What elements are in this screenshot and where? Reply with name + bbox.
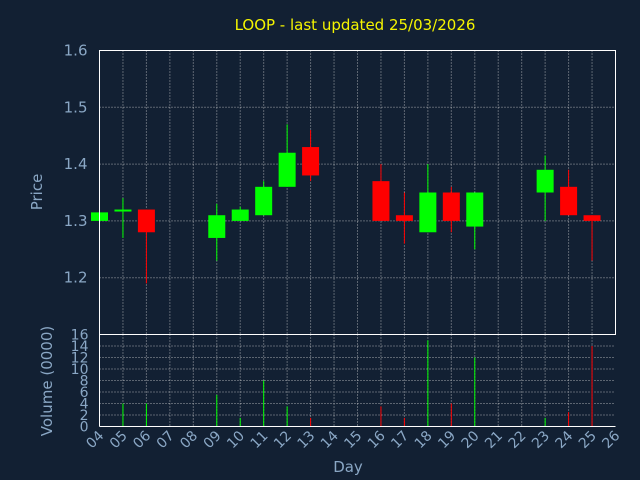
volume-tick-label: 10 (71, 362, 89, 378)
candle-body (208, 215, 226, 238)
x-tick-label: 11 (248, 428, 272, 452)
price-axis-label: Price (28, 174, 46, 211)
x-tick-label: 20 (459, 428, 483, 452)
x-tick-labels: 04 05 06 07 08 09 10 11 12 13 14 15 16 17 18 19 20 21 22 23… (83, 428, 623, 452)
volume-tick-label: 0 (80, 420, 89, 436)
volume-tick-label: 8 (80, 374, 89, 390)
chart-title: LOOP - last updated 25/03/2026 (235, 16, 476, 34)
price-tick-labels: 1.2 1.3 1.4 1.5 1.6 (64, 42, 88, 287)
x-tick-label: 05 (107, 428, 131, 452)
candle-body (536, 169, 554, 193)
x-tick-label: 24 (552, 428, 576, 452)
volume-gridlines (99, 334, 616, 427)
candle-body (114, 209, 132, 212)
x-tick-label: 19 (435, 428, 459, 452)
x-axis-label: Day (333, 458, 363, 476)
price-tick-label: 1.4 (64, 155, 88, 173)
price-tick-label: 1.2 (64, 269, 88, 287)
candle-body (560, 186, 578, 216)
x-tick-label: 12 (271, 428, 295, 452)
x-tick-label: 06 (130, 428, 154, 452)
candle-body (583, 215, 601, 221)
candle-body (442, 192, 460, 221)
x-tick-label: 21 (482, 428, 506, 452)
candle-body (466, 192, 484, 227)
volume-tick-label: 12 (71, 351, 89, 367)
x-tick-label: 13 (294, 428, 318, 452)
x-tick-label: 17 (388, 428, 412, 452)
x-tick-label: 26 (599, 428, 623, 452)
price-tick-label: 1.6 (64, 42, 88, 60)
candle-body (255, 186, 273, 216)
x-tick-label: 08 (177, 428, 201, 452)
volume-axis-label: Volume (0000) (38, 326, 56, 436)
volume-tick-label: 4 (80, 397, 89, 413)
candle-body (372, 181, 390, 221)
price-tick-label: 1.3 (64, 212, 88, 230)
x-tick-label: 10 (224, 428, 248, 452)
x-tick-label: 15 (341, 428, 365, 452)
candle-body (302, 147, 320, 176)
x-tick-label: 16 (365, 428, 389, 452)
candlestick-series (91, 124, 601, 284)
x-tick-label: 18 (412, 428, 436, 452)
candle-body (419, 192, 437, 233)
volume-series (122, 340, 593, 427)
candle-body (231, 209, 249, 221)
candle-body (395, 215, 413, 221)
x-tick-label: 23 (529, 428, 553, 452)
volume-tick-label: 16 (71, 328, 89, 344)
candle-body (278, 152, 296, 187)
x-tick-label: 22 (506, 428, 530, 452)
price-tick-label: 1.5 (64, 98, 88, 116)
volume-tick-label: 14 (71, 339, 89, 355)
volume-tick-label: 2 (80, 408, 89, 424)
volume-tick-label: 6 (80, 385, 89, 401)
price-plot-frame (99, 50, 616, 335)
x-tick-label: 25 (576, 428, 600, 452)
x-tick-label: 09 (201, 428, 225, 452)
x-tick-label: 07 (154, 428, 178, 452)
x-tick-label: 14 (318, 428, 342, 452)
candle-body (137, 209, 155, 233)
